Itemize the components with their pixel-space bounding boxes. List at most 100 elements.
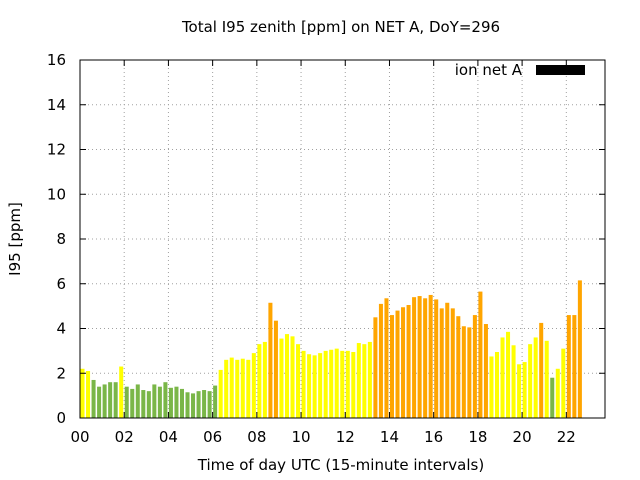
bar — [329, 349, 334, 418]
bar — [207, 391, 212, 418]
bar — [168, 387, 173, 418]
bar — [489, 356, 494, 418]
bar — [351, 351, 356, 418]
bar — [108, 382, 113, 418]
bar — [80, 368, 85, 418]
bar — [235, 359, 240, 418]
bar — [296, 344, 301, 418]
bar — [539, 322, 544, 418]
bar — [506, 331, 511, 418]
bar — [130, 388, 135, 418]
bar — [307, 354, 312, 418]
bar — [240, 358, 245, 418]
bar — [146, 391, 151, 418]
bar — [384, 298, 389, 418]
y-tick-label: 12 — [47, 141, 66, 159]
bar — [439, 308, 444, 418]
legend: ion net A — [455, 61, 585, 79]
bar — [174, 386, 179, 418]
y-tick-label: 2 — [56, 364, 66, 382]
x-tick-label: 00 — [70, 428, 89, 446]
bar — [340, 350, 345, 418]
bar — [378, 303, 383, 418]
bar — [472, 315, 477, 418]
y-axis-label: I95 [ppm] — [6, 202, 24, 276]
y-tick-label: 0 — [56, 409, 66, 427]
bar — [246, 359, 251, 418]
x-tick-label: 12 — [336, 428, 355, 446]
bar — [268, 302, 273, 418]
bar — [445, 302, 450, 418]
x-tick-label: 04 — [159, 428, 178, 446]
x-tick-label: 16 — [424, 428, 443, 446]
bar — [179, 388, 184, 418]
bar — [423, 298, 428, 418]
bar — [318, 353, 323, 418]
y-tick-label: 6 — [56, 275, 66, 293]
bars — [80, 280, 582, 418]
bar — [213, 385, 218, 418]
bar — [141, 390, 146, 418]
bar — [500, 337, 505, 418]
bar — [450, 308, 455, 418]
bar — [389, 315, 394, 418]
y-tick-label: 8 — [56, 230, 66, 248]
bar — [428, 294, 433, 418]
y-tick-label: 16 — [47, 51, 66, 69]
bar — [417, 296, 422, 418]
bar — [572, 315, 577, 418]
bar — [461, 326, 466, 418]
bar — [511, 345, 516, 418]
bar — [367, 341, 372, 418]
bar — [224, 359, 229, 418]
bar — [533, 337, 538, 418]
bar — [119, 366, 124, 418]
bar — [362, 344, 367, 418]
bar — [401, 307, 406, 418]
x-tick-label: 20 — [513, 428, 532, 446]
bar — [262, 341, 267, 418]
y-tick-label: 4 — [56, 320, 66, 338]
bar — [467, 327, 472, 418]
bar — [279, 338, 284, 418]
bar — [163, 382, 168, 418]
bar — [273, 320, 278, 418]
bar — [577, 280, 582, 418]
bar — [290, 336, 295, 418]
bar — [185, 392, 190, 418]
y-tick-label: 14 — [47, 96, 66, 114]
bar — [566, 315, 571, 418]
bar — [257, 344, 262, 418]
bar — [395, 310, 400, 418]
bar — [102, 384, 107, 418]
bar — [251, 353, 256, 418]
bar — [191, 393, 196, 418]
bar — [135, 384, 140, 418]
bar — [196, 391, 201, 418]
bar — [86, 371, 91, 418]
x-tick-label: 18 — [468, 428, 487, 446]
bar — [301, 350, 306, 418]
bar — [434, 299, 439, 418]
bar — [494, 351, 499, 418]
bar — [334, 348, 339, 418]
bar — [97, 386, 102, 418]
y-tick-label: 10 — [47, 185, 66, 203]
bar — [406, 305, 411, 418]
bar — [202, 390, 207, 418]
bar — [124, 386, 129, 418]
bar — [113, 382, 118, 418]
bar — [522, 362, 527, 418]
bar — [345, 350, 350, 418]
bar — [284, 334, 289, 418]
bar — [561, 348, 566, 418]
bar — [456, 316, 461, 418]
bar — [528, 344, 533, 418]
x-tick-label: 14 — [380, 428, 399, 446]
bar — [550, 377, 555, 418]
legend-swatch — [536, 65, 585, 75]
bar — [356, 343, 361, 418]
bar — [152, 384, 157, 418]
